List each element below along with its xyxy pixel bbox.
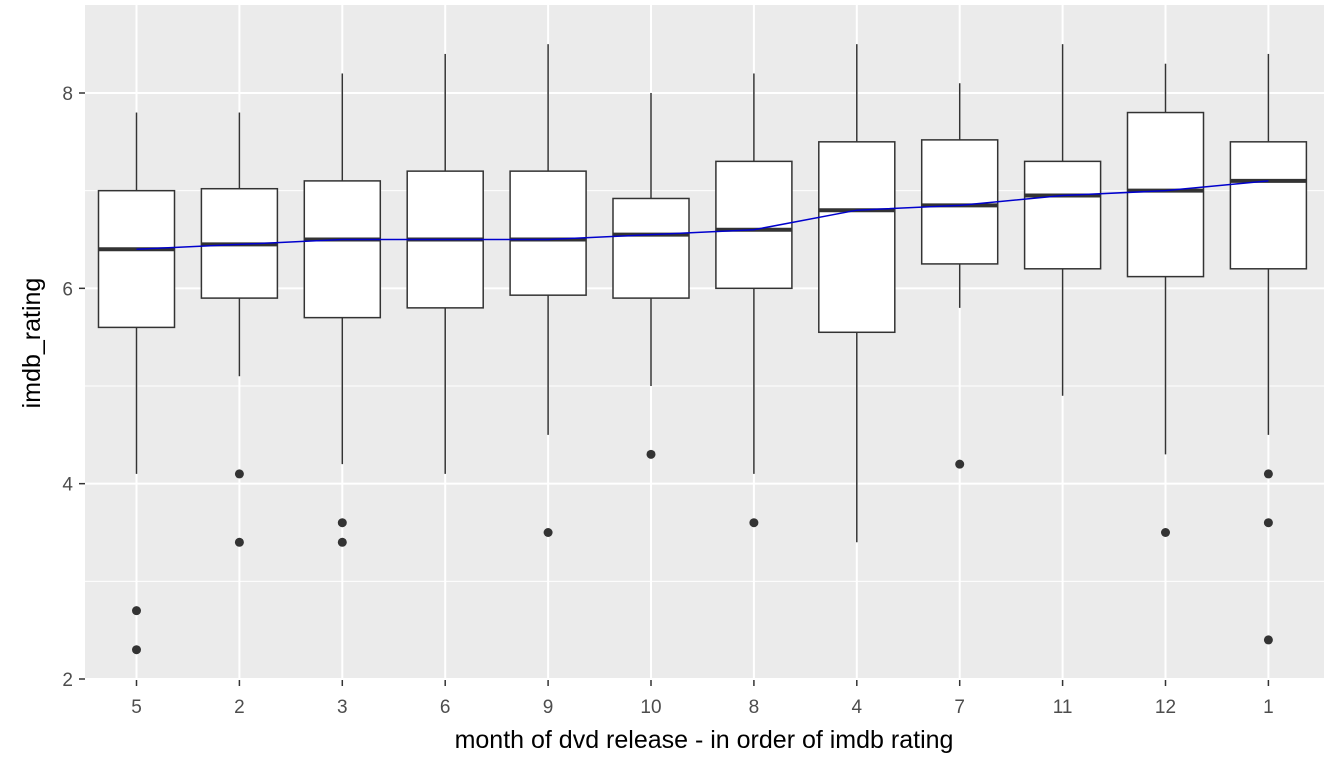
x-tick-label: 9	[543, 697, 554, 718]
box-body	[920, 139, 999, 265]
box-4	[818, 44, 896, 543]
x-axis-title: month of dvd release - in order of imdb …	[455, 726, 954, 754]
x-tick-label: 8	[749, 697, 760, 718]
y-tick-label: 4	[62, 475, 73, 496]
y-tick-label: 2	[62, 670, 73, 691]
box-body	[509, 170, 587, 296]
box-3	[303, 73, 382, 547]
x-tick-label: 1	[1263, 697, 1274, 718]
x-tick-label: 4	[852, 697, 863, 718]
box-2	[200, 112, 279, 547]
box-body	[97, 189, 176, 329]
outlier-point	[234, 537, 244, 547]
box-10	[612, 93, 690, 459]
x-tick-label: 7	[954, 697, 965, 718]
outlier-point	[646, 449, 656, 459]
box-body	[1126, 111, 1205, 278]
box-body	[1229, 141, 1308, 270]
x-tick-label: 12	[1155, 697, 1176, 718]
outlier-point	[132, 645, 141, 655]
box-series	[97, 44, 1308, 655]
box-11	[1023, 44, 1102, 396]
x-tick-label: 6	[440, 697, 451, 718]
outlier-point	[337, 518, 347, 528]
outlier-point	[955, 459, 965, 469]
panel-background	[85, 5, 1324, 680]
x-tick-label: 5	[131, 697, 142, 718]
y-axis: 2 4 6 8	[62, 84, 85, 691]
box-5	[97, 112, 176, 655]
box-7	[920, 83, 999, 469]
y-tick-label: 6	[62, 279, 73, 300]
box-body	[303, 180, 382, 319]
y-tick-label: 8	[62, 84, 73, 105]
outlier-point	[749, 518, 759, 528]
box-body	[612, 197, 690, 299]
y-axis-title: imdb_rating	[18, 278, 46, 409]
outlier-point	[1263, 518, 1273, 528]
x-axis: 5 2 3 6 9 10 8 4 7 11 12 1	[131, 680, 1274, 718]
minor-grid	[85, 190, 1324, 582]
box-body	[1023, 160, 1102, 270]
box-1	[1229, 53, 1308, 645]
outlier-point	[132, 606, 141, 616]
x-tick-label: 3	[337, 697, 348, 718]
outlier-point	[1263, 469, 1273, 479]
outlier-point	[1161, 528, 1170, 537]
box-body	[818, 141, 896, 334]
outlier-point	[337, 537, 347, 547]
x-tick-label: 2	[234, 697, 245, 718]
outlier-point	[234, 469, 244, 479]
x-tick-label: 11	[1053, 697, 1073, 718]
x-tick-label: 10	[640, 697, 661, 718]
median-trend-line	[136, 180, 1269, 251]
outlier-point	[1263, 635, 1273, 645]
outlier-point	[543, 528, 553, 537]
